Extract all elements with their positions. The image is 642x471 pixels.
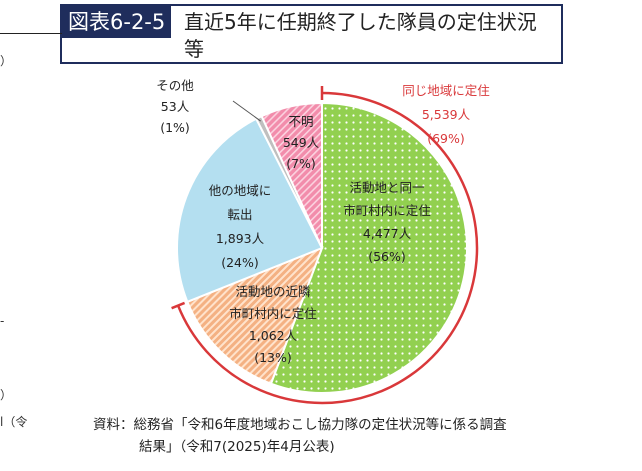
pie-slice-moved-elsewhere [176,117,324,304]
group-percent: (69%) [427,131,465,146]
slice-label-neighbor-municipality: 活動地の近隣 [235,284,310,299]
page-edge-mark: ） [0,388,13,402]
slice-label-moved-elsewhere: 転出 [227,207,252,222]
slice-label-same-municipality: 活動地と同一 [349,180,424,195]
pie-slice-neighbor-municipality [186,246,324,386]
source-line-2: 結果」（令和7(2025)年4月公表) [139,439,335,455]
page-edge-mark: - [0,314,5,328]
group-bracket-tick [171,301,186,310]
slice-percent-other: (1%) [160,120,190,135]
source-line-1: 資料：総務省「令和6年度地域おこし協力隊の定住状況等に係る調査 [93,417,507,433]
slice-value-unknown: 549人 [283,135,320,150]
source-note: 資料：総務省「令和6年度地域おこし協力隊の定住状況等に係る調査 結果」（令和7(… [93,414,583,458]
page-edge-mark: l（令 [0,415,28,429]
figure-title-box: 図表6-2-5 直近5年に任期終了した隊員の定住状況等 [60,4,563,64]
figure-label: 図表6-2-5 [62,6,172,38]
slice-label-moved-elsewhere: 他の地域に [209,183,272,198]
slice-value-other: 53人 [161,99,190,114]
slice-label-same-municipality: 市町村内に定住 [343,203,431,218]
page-edge-mark: ） [0,54,13,68]
slice-value-same-municipality: 4,477人 [363,226,412,241]
slice-percent-unknown: (7%) [286,156,316,171]
pie-slice-same-municipality [269,101,468,394]
slice-value-neighbor-municipality: 1,062人 [249,328,298,343]
group-label: 同じ地域に定住 [402,83,490,98]
slice-percent-moved-elsewhere: (24%) [221,255,259,270]
slice-percent-same-municipality: (56%) [368,249,406,264]
slice-percent-neighbor-municipality: (13%) [254,350,292,365]
slice-label-other: その他 [156,78,194,93]
leader-line-other [232,100,261,122]
slice-label-unknown: 不明 [288,114,313,129]
page-edge-rule [0,33,62,34]
group-value: 5,539人 [422,107,471,122]
slice-value-moved-elsewhere: 1,893人 [216,231,265,246]
figure-title: 直近5年に任期終了した隊員の定住状況等 [184,10,537,61]
group-bracket-arc [176,91,479,405]
slice-label-neighbor-municipality: 市町村内に定住 [229,306,317,321]
pie-slice-unknown [260,101,323,249]
